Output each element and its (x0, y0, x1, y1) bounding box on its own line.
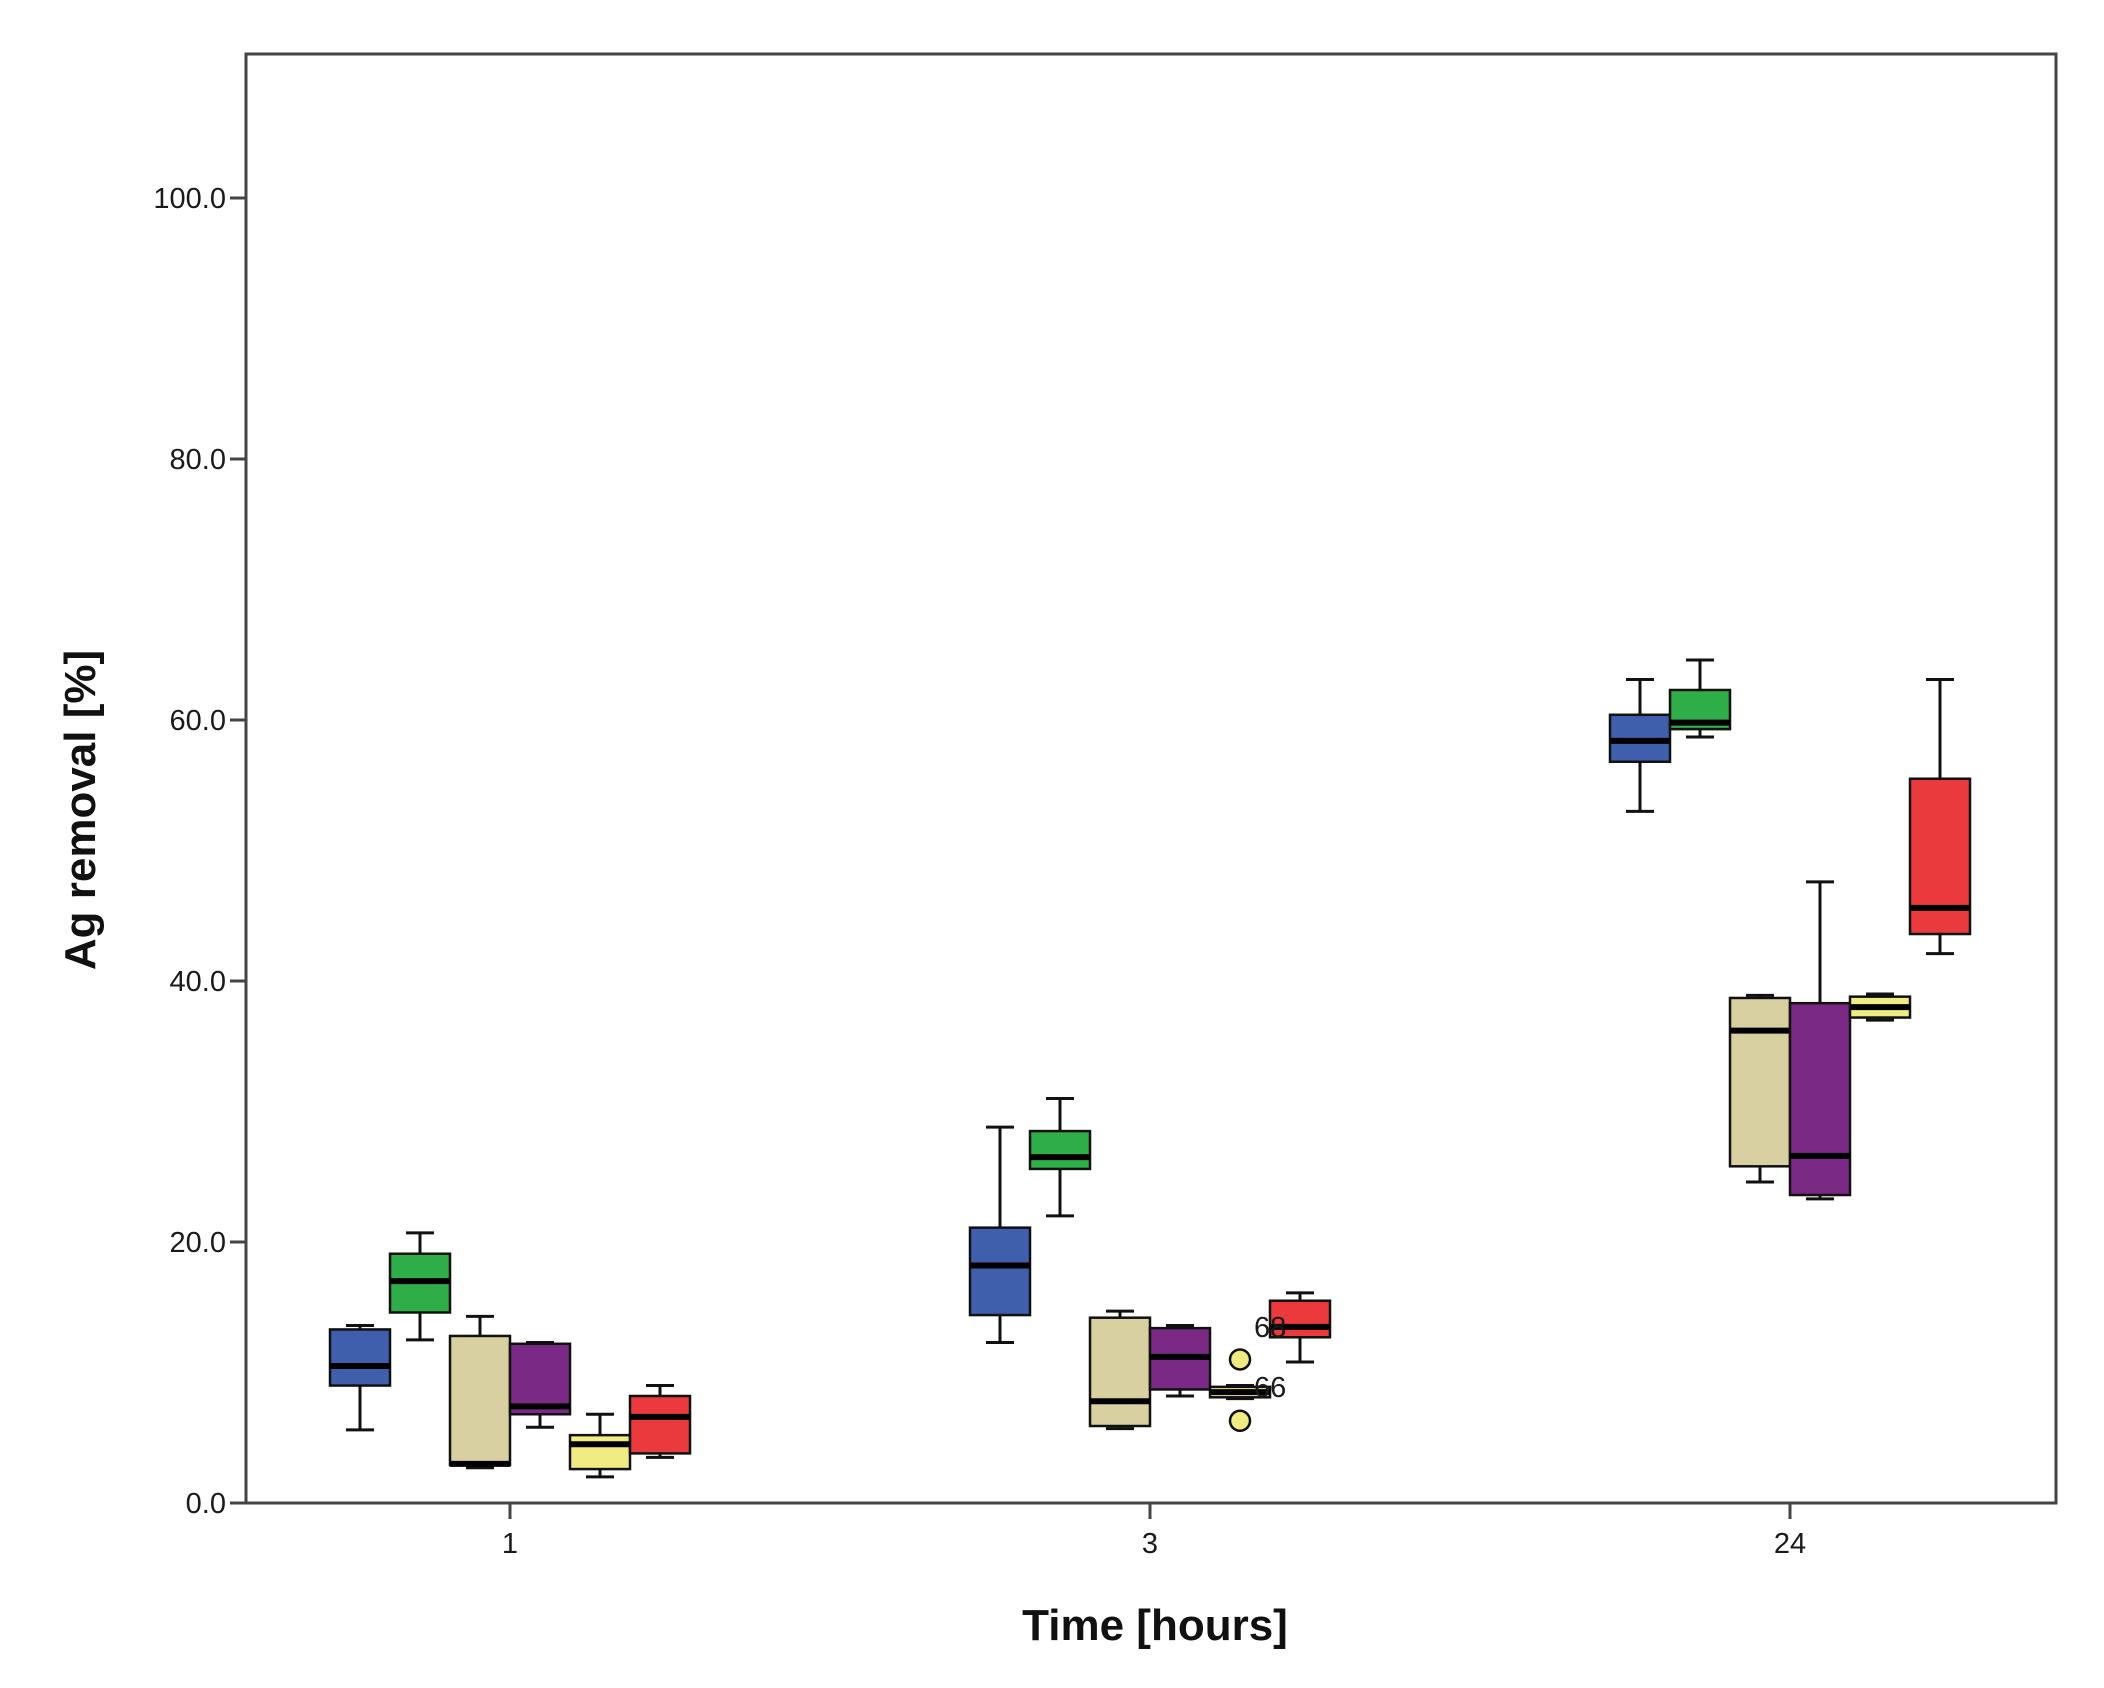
x-tick-label: 3 (1142, 1528, 1158, 1560)
box-tan-1 (448, 1314, 512, 1470)
box-red-3: 68 (1254, 1291, 1332, 1364)
box-tan-24 (1728, 993, 1792, 1184)
box-tan-3 (1088, 1309, 1152, 1431)
y-tick-label: 80.0 (170, 444, 226, 476)
outlier-point (1228, 1409, 1252, 1433)
y-tick-label: 60.0 (170, 705, 226, 737)
box-green-3 (1028, 1096, 1092, 1218)
outlier-label: 66 (1254, 1372, 1286, 1404)
box-iqr (328, 1328, 392, 1387)
x-axis-title: Time [hours] (1022, 1601, 1288, 1650)
box-iqr (508, 1342, 572, 1416)
y-tick-label: 40.0 (170, 966, 226, 998)
x-tick-label: 24 (1774, 1528, 1806, 1560)
box-groups: 66 68 (328, 658, 1972, 1479)
box-blue-24 (1608, 678, 1672, 813)
box-iqr (1788, 1001, 1852, 1197)
box-yellow-24 (1848, 992, 1912, 1022)
x-axis: 1 3 24 (502, 1503, 1806, 1560)
box-iqr (1728, 996, 1792, 1168)
box-red-24 (1908, 678, 1972, 956)
box-iqr (628, 1394, 692, 1455)
box-green-1 (388, 1231, 452, 1342)
box-purple-3 (1148, 1324, 1212, 1398)
box-iqr (1268, 1299, 1332, 1339)
box-iqr (968, 1226, 1032, 1317)
box-iqr (1028, 1129, 1092, 1171)
x-tick-label: 1 (502, 1528, 518, 1560)
box-iqr (448, 1334, 512, 1467)
box-blue-1 (328, 1324, 392, 1432)
box-purple-24 (1788, 880, 1852, 1201)
y-tick-label: 0.0 (186, 1488, 226, 1520)
box-iqr (1088, 1316, 1152, 1428)
y-axis-title: Ag removal [%] (56, 650, 105, 970)
outlier-label: 68 (1254, 1312, 1286, 1344)
y-axis: 0.0 20.0 40.0 60.0 80.0 100.0 (153, 183, 246, 1520)
box-yellow-1 (568, 1412, 632, 1479)
y-tick-label: 100.0 (153, 183, 226, 215)
box-green-24 (1668, 658, 1732, 739)
box-blue-3 (968, 1125, 1032, 1344)
box-yellow-3: 66 (1208, 1348, 1286, 1433)
box-purple-1 (508, 1340, 572, 1429)
plot-frame (244, 52, 2058, 1505)
box-red-1 (628, 1384, 692, 1459)
outlier-point (1228, 1348, 1252, 1371)
box-iqr (568, 1433, 632, 1471)
y-tick-label: 20.0 (170, 1227, 226, 1259)
